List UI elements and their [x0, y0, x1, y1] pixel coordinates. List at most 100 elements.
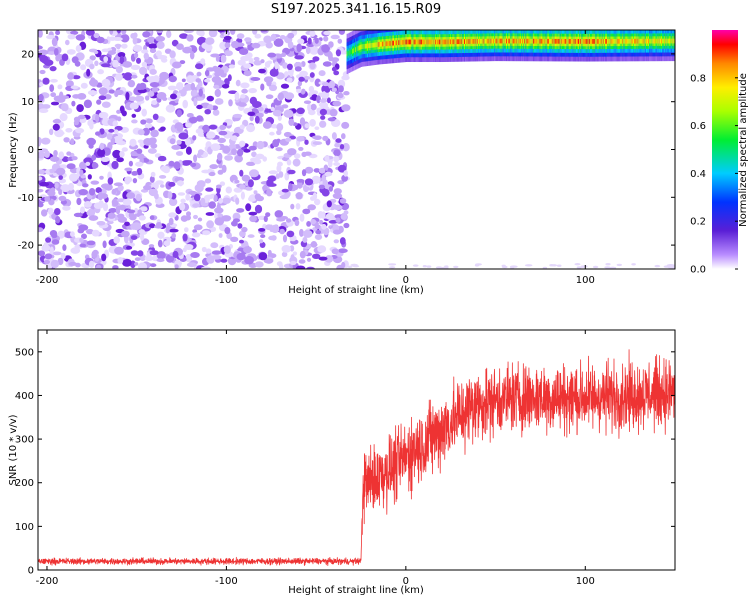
noise-speckle — [137, 209, 142, 215]
noise-speckle — [89, 63, 95, 70]
noise-speckle — [98, 95, 107, 101]
signal-band-cell — [375, 42, 377, 48]
noise-speckle — [52, 123, 60, 131]
noise-speckle — [70, 247, 81, 254]
noise-speckle — [227, 74, 232, 82]
signal-band-cell — [544, 38, 546, 44]
noise-speckle — [80, 64, 87, 71]
noise-speckle — [113, 182, 123, 187]
colorbar-gradient — [712, 30, 738, 269]
noise-speckle — [317, 245, 327, 253]
noise-speckle — [220, 258, 228, 263]
noise-speckle — [251, 42, 261, 49]
colorbar-tick-label: 0.6 — [690, 121, 706, 132]
figure-title: S197.2025.341.16.15.R09 — [271, 2, 441, 17]
noise-speckle — [152, 113, 159, 121]
noise-speckle — [65, 80, 74, 88]
signal-band-cell — [509, 38, 511, 44]
noise-speckle — [68, 261, 78, 266]
noise-speckle — [204, 78, 211, 83]
noise-speckle — [328, 186, 333, 192]
noise-speckle — [244, 255, 255, 265]
noise-speckle — [75, 127, 85, 134]
noise-speckle — [281, 245, 292, 253]
noise-speckle — [119, 204, 126, 211]
signal-band-cell — [644, 38, 647, 44]
noise-speckle — [107, 212, 116, 219]
noise-speckle — [75, 262, 81, 268]
signal-band-cell — [569, 39, 571, 44]
noise-speckle — [248, 145, 257, 151]
noise-speckle — [103, 56, 109, 63]
noise-speckle — [333, 162, 340, 166]
noise-speckle — [422, 265, 427, 268]
noise-speckle — [91, 250, 98, 259]
noise-speckle — [253, 56, 260, 61]
noise-speckle — [158, 155, 167, 161]
noise-speckle — [38, 202, 44, 208]
signal-band-cell — [585, 39, 587, 44]
noise-speckle — [218, 197, 224, 204]
noise-speckle — [83, 201, 92, 208]
noise-speckle — [220, 54, 227, 64]
noise-speckle — [76, 104, 84, 113]
noise-speckle — [293, 153, 301, 159]
noise-speckle — [93, 202, 103, 209]
noise-speckle — [99, 128, 105, 135]
noise-speckle — [592, 265, 599, 269]
noise-speckle — [549, 264, 554, 267]
noise-speckle — [556, 264, 562, 267]
noise-speckle — [236, 33, 245, 39]
noise-speckle — [276, 129, 282, 136]
noise-speckle — [62, 244, 67, 252]
noise-speckle — [119, 151, 125, 158]
noise-speckle — [112, 149, 122, 159]
noise-speckle — [265, 94, 274, 99]
noise-speckle — [96, 36, 105, 44]
noise-speckle — [63, 137, 70, 143]
noise-speckle — [79, 237, 84, 243]
noise-speckle — [250, 77, 261, 81]
noise-speckle — [182, 233, 188, 242]
signal-band-cell — [601, 38, 604, 44]
noise-speckle — [341, 121, 350, 129]
noise-speckle — [285, 218, 292, 223]
noise-speckle — [101, 78, 111, 88]
noise-speckle — [67, 34, 76, 40]
noise-speckle — [247, 111, 256, 117]
signal-band-cell — [561, 38, 564, 44]
noise-speckle — [141, 61, 147, 68]
noise-speckle — [260, 59, 265, 64]
noise-speckle — [134, 262, 139, 266]
noise-speckle — [176, 109, 182, 118]
noise-speckle — [256, 140, 265, 150]
noise-speckle — [212, 109, 220, 116]
noise-speckle — [150, 263, 157, 268]
noise-speckle — [580, 265, 586, 268]
noise-speckle — [86, 137, 96, 146]
signal-band-cell — [467, 39, 469, 44]
noise-speckle — [196, 104, 203, 110]
noise-speckle — [310, 241, 318, 248]
noise-speckle — [304, 76, 311, 80]
noise-speckle — [309, 119, 316, 127]
signal-band-cell — [531, 38, 534, 44]
noise-speckle — [38, 227, 44, 233]
noise-speckle — [243, 246, 252, 254]
colorbar: 0.0 0.2 0.4 0.6 0.8 Normalized spectral ampl… — [690, 30, 749, 276]
noise-speckle — [100, 183, 111, 189]
noise-speckle — [110, 136, 116, 145]
noise-speckle — [160, 126, 166, 131]
noise-speckle — [137, 250, 144, 257]
noise-speckle — [50, 101, 60, 106]
noise-speckle — [277, 161, 283, 167]
noise-speckle — [207, 104, 214, 111]
noise-speckle — [335, 138, 342, 143]
noise-speckle — [341, 133, 346, 140]
noise-speckle — [148, 244, 155, 248]
signal-band-cell — [517, 38, 520, 44]
noise-speckle — [328, 41, 334, 48]
noise-speckle — [154, 224, 163, 229]
noise-speckle — [249, 215, 257, 223]
noise-speckle — [328, 80, 336, 89]
